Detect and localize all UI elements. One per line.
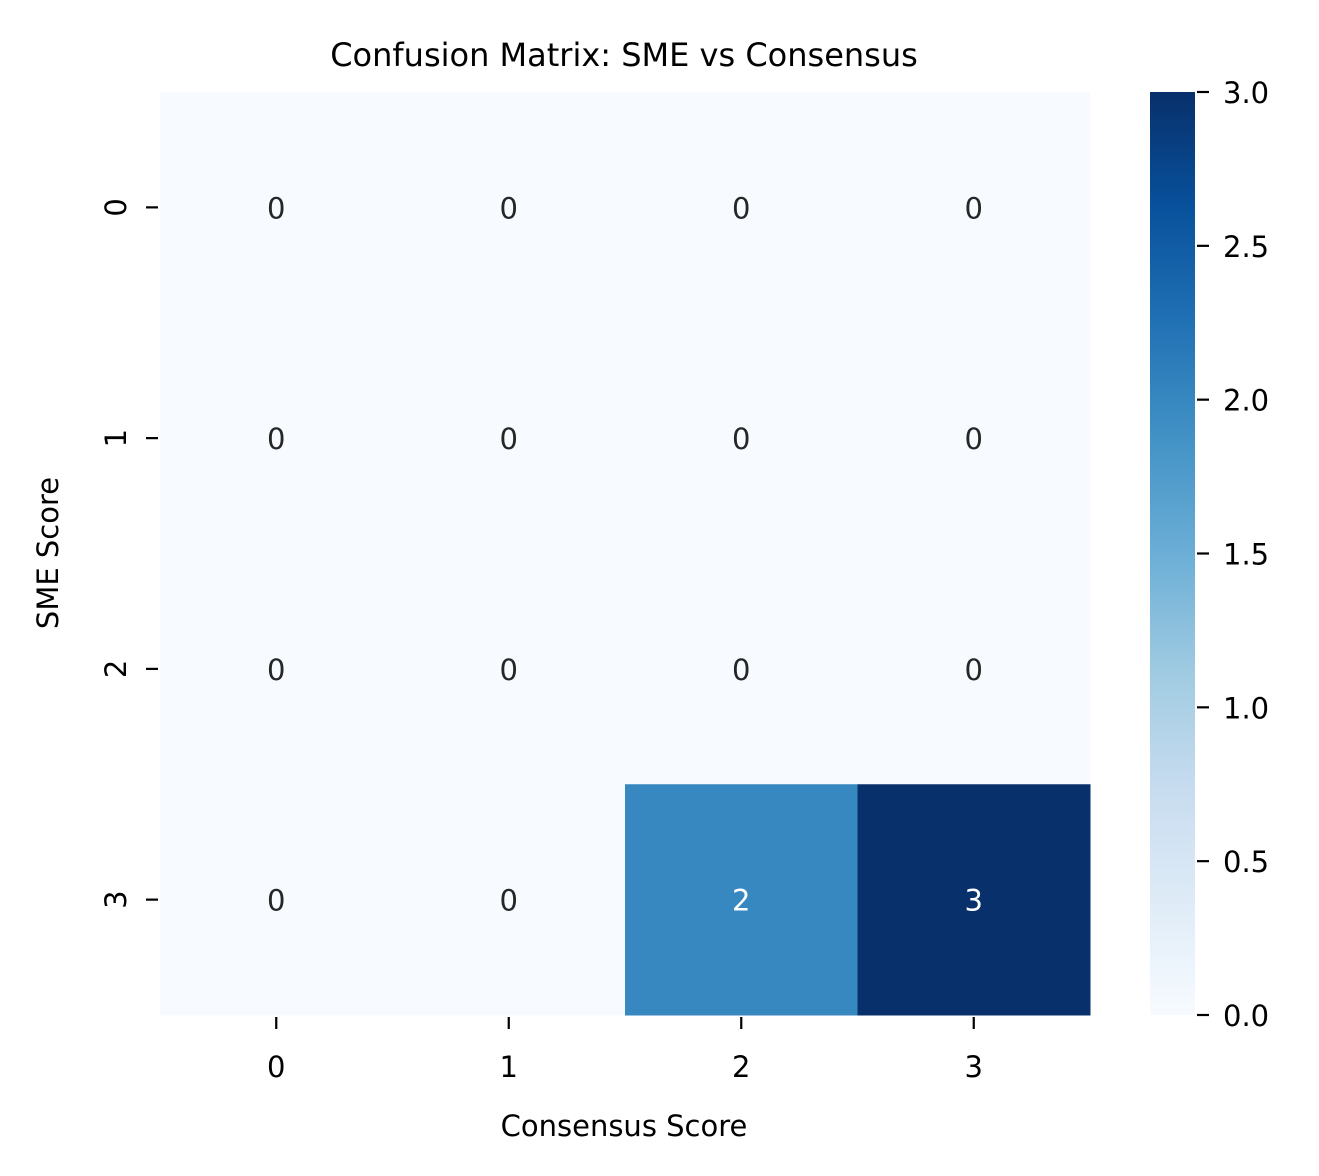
heatmap-cell (857, 322, 1091, 554)
colorbar-ticks: 0.0 0.5 1.0 1.5 2.0 2.5 3.0 (1197, 76, 1269, 1033)
colorbar-tick-label: 0.5 (1223, 845, 1269, 879)
heatmap-cell (160, 553, 393, 785)
heatmap-cell (857, 553, 1091, 785)
colorbar-tick-label: 3.0 (1223, 76, 1269, 110)
heatmap-cell (392, 322, 626, 554)
x-tick-label: 2 (732, 1050, 750, 1084)
cell-value-label: 0 (732, 191, 750, 225)
x-tick-label: 3 (965, 1050, 983, 1084)
heatmap-cells (160, 92, 1091, 1016)
cell-value-label: 0 (267, 884, 285, 918)
heatmap-cell (392, 784, 626, 1016)
cell-value-label: 0 (732, 653, 750, 687)
colorbar (1150, 92, 1195, 1015)
cell-value-label: 0 (500, 422, 518, 456)
x-axis: 0 1 2 3 (267, 1017, 983, 1084)
cell-value-label: 0 (267, 653, 285, 687)
cell-value-label: 0 (500, 653, 518, 687)
y-axis-label: SME Score (31, 477, 65, 629)
cell-value-label: 0 (732, 422, 750, 456)
heatmap-cell (857, 784, 1091, 1016)
x-tick-label: 0 (267, 1050, 285, 1084)
colorbar-tick-label: 1.5 (1223, 538, 1269, 572)
heatmap-cell (625, 322, 858, 554)
heatmap-cell (625, 784, 858, 1016)
colorbar-tick-label: 2.5 (1223, 230, 1269, 264)
colorbar-tick-label: 1.0 (1223, 691, 1269, 725)
heatmap-cell (625, 553, 858, 785)
heatmap-cell (392, 553, 626, 785)
heatmap-cell (392, 92, 626, 324)
heatmap-cell (160, 322, 393, 554)
cell-value-label: 0 (267, 191, 285, 225)
cell-value-label: 0 (500, 191, 518, 225)
y-tick-label: 2 (99, 660, 133, 678)
heatmap-cell (625, 92, 858, 324)
y-tick-label: 0 (99, 198, 133, 216)
cell-value-label: 3 (965, 884, 983, 918)
colorbar-tick-label: 0.0 (1223, 999, 1269, 1033)
colorbar-tick-label: 2.0 (1223, 384, 1269, 418)
heatmap-cell (160, 784, 393, 1016)
cell-value-label: 0 (965, 422, 983, 456)
heatmap-cell (857, 92, 1091, 324)
heatmap-cell-labels: 0 0 0 0 0 0 0 0 0 0 0 0 0 0 2 3 (267, 191, 983, 917)
x-tick-label: 1 (500, 1050, 518, 1084)
x-axis-label: Consensus Score (501, 1109, 748, 1143)
cell-value-label: 2 (732, 884, 750, 918)
chart-title: Confusion Matrix: SME vs Consensus (330, 36, 918, 74)
y-tick-label: 1 (99, 429, 133, 447)
cell-value-label: 0 (965, 653, 983, 687)
cell-value-label: 0 (500, 884, 518, 918)
y-axis: 0 1 2 3 (99, 198, 158, 909)
heatmap-cell (160, 92, 393, 324)
y-tick-label: 3 (99, 890, 133, 908)
cell-value-label: 0 (267, 422, 285, 456)
cell-value-label: 0 (965, 191, 983, 225)
